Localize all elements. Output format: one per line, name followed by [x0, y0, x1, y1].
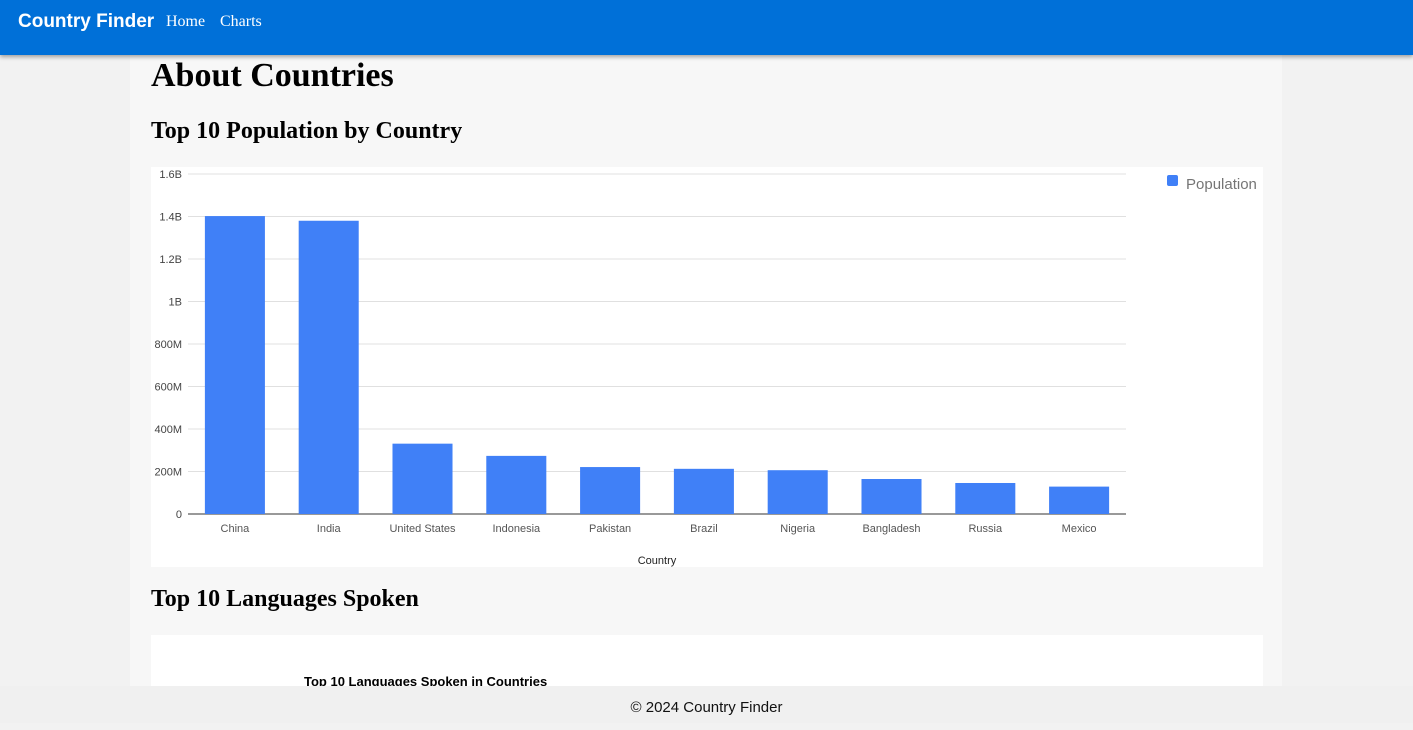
population-chart: 0 200M 400M 600M 800M 1B 1.2B 1.4B 1.6B China Ind… — [151, 167, 1263, 567]
x-tick-label: Brazil — [690, 523, 718, 535]
y-tick-label: 1.2B — [159, 254, 182, 266]
x-tick-label: Bangladesh — [862, 523, 920, 535]
x-tick-label: India — [317, 523, 342, 535]
brand-link[interactable]: Country Finder — [18, 11, 155, 32]
y-tick-label: 800M — [154, 339, 182, 351]
y-tick-label: 600M — [154, 382, 182, 394]
bar-indonesia[interactable] — [486, 455, 547, 514]
x-tick-label: United States — [389, 523, 456, 535]
footer-text: © 2024 Country Finder — [630, 699, 783, 716]
y-tick-label: 200M — [154, 467, 182, 479]
languages-chart-title: Top 10 Languages Spoken in Countries — [304, 674, 548, 689]
bar-india[interactable] — [298, 220, 359, 514]
y-tick-label: 0 — [176, 509, 182, 521]
languages-section-title: Top 10 Languages Spoken — [151, 586, 419, 612]
chart-x-axis: China India United States Indonesia Pakistan… — [221, 523, 1097, 535]
nav-link-home[interactable]: Home — [166, 13, 206, 30]
bar-nigeria[interactable] — [767, 470, 828, 514]
x-tick-label: Pakistan — [589, 523, 631, 535]
bar-china[interactable] — [204, 216, 265, 514]
nav-link-charts[interactable]: Charts — [220, 13, 262, 30]
page-title: About Countries — [151, 57, 394, 94]
bar-brazil[interactable] — [673, 468, 734, 514]
legend-swatch — [1167, 175, 1178, 186]
x-tick-label: Russia — [968, 523, 1003, 535]
y-tick-label: 1.4B — [159, 212, 182, 224]
languages-chart: Top 10 Languages Spoken in Countries — [151, 635, 1263, 695]
bar-bangladesh[interactable] — [861, 479, 922, 514]
chart-y-axis: 0 200M 400M 600M 800M 1B 1.2B 1.4B 1.6B — [154, 169, 182, 521]
legend-label: Population — [1186, 176, 1257, 193]
population-chart-svg: 0 200M 400M 600M 800M 1B 1.2B 1.4B 1.6B China Ind… — [154, 169, 1257, 567]
bar-mexico[interactable] — [1049, 486, 1110, 514]
x-tick-label: Mexico — [1062, 523, 1097, 535]
population-section-title: Top 10 Population by Country — [151, 118, 463, 144]
top-navbar: Country Finder Home Charts — [0, 0, 1413, 55]
x-tick-label: Nigeria — [780, 523, 816, 535]
bar-pakistan[interactable] — [580, 467, 641, 514]
x-tick-label: China — [221, 523, 251, 535]
y-tick-label: 400M — [154, 424, 182, 436]
chart-bars — [204, 216, 1110, 514]
x-tick-label: Indonesia — [492, 523, 541, 535]
chart-legend: Population — [1167, 175, 1257, 193]
footer: © 2024 Country Finder — [0, 686, 1413, 723]
bar-united-states[interactable] — [392, 443, 453, 514]
x-axis-title: Country — [638, 555, 677, 567]
y-tick-label: 1B — [169, 297, 182, 309]
y-tick-label: 1.6B — [159, 169, 182, 181]
bar-russia[interactable] — [955, 482, 1016, 514]
